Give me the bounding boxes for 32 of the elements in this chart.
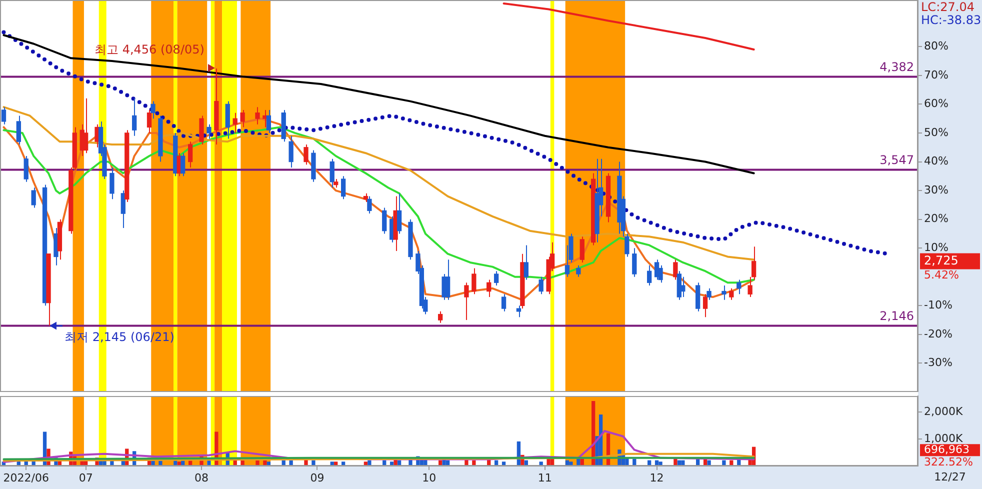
ref-line-label: 4,382 — [880, 60, 914, 74]
y-tick-label: 80% — [924, 39, 948, 52]
y-tick-label: -10% — [924, 298, 952, 312]
bar — [546, 458, 550, 466]
x-tick-label: 11 — [538, 471, 552, 484]
y-tick-label: 30% — [924, 183, 948, 196]
y-tick-label: 50% — [924, 126, 948, 139]
y-tick-label: 10% — [924, 240, 948, 254]
y-tick-label: 40% — [924, 154, 948, 168]
x-tick-label: 09 — [310, 471, 324, 484]
y-tick-label: -30% — [924, 356, 952, 370]
text: 322.52% — [924, 456, 973, 469]
text: 12/27 — [934, 470, 966, 484]
ref-line-label: 3,547 — [880, 152, 914, 167]
y-tick-label: 70% — [924, 68, 948, 82]
ref-line-label: 2,146 — [880, 308, 914, 323]
bar — [674, 458, 678, 466]
y-tick-label: -20% — [924, 327, 952, 340]
x-tick-label: 10 — [422, 471, 436, 484]
text: 696,963 — [924, 443, 970, 456]
x-tick-label: 08 — [194, 471, 209, 484]
y-tick-label: 1,000K — [924, 432, 964, 445]
text: LC:27.04 — [921, 0, 974, 14]
x-tick-label: 07 — [78, 471, 93, 484]
y-tick-label: 2,000K — [924, 405, 964, 418]
text: HC:-38.83 — [921, 13, 982, 28]
text: 5.42% — [924, 268, 959, 282]
text: 2,725 — [924, 253, 958, 268]
y-tick-label: 20% — [924, 212, 948, 226]
y-tick-label: 60% — [924, 97, 948, 110]
x-tick-label: 2022/06 — [3, 471, 49, 484]
x-tick-label: 12 — [650, 471, 664, 484]
